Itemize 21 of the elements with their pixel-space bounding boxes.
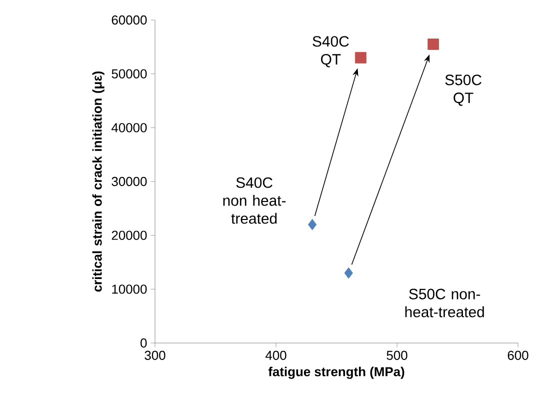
annotation: S50C QT	[445, 74, 482, 106]
y-tick-label: 10000	[112, 284, 147, 294]
annotation: S50C non-heat-treated	[405, 288, 484, 318]
y-tick-label: 0	[140, 338, 147, 348]
point	[308, 218, 317, 230]
y-tick-label: 60000	[112, 15, 147, 25]
x-axis-title: fatigue strength (MPa)	[268, 366, 404, 379]
point	[344, 267, 353, 279]
x-tick-label: 400	[265, 350, 286, 360]
point	[428, 38, 439, 50]
point	[355, 52, 366, 64]
annotation: S40C QT	[312, 36, 349, 68]
y-tick-label: 20000	[112, 230, 147, 240]
annotation: S40C non heat-treated	[223, 177, 286, 224]
x-tick-label: 600	[508, 350, 528, 360]
y-tick-label: 30000	[112, 176, 147, 186]
y-tick-label: 40000	[112, 123, 147, 132]
x-tick-label: 500	[386, 350, 408, 360]
y-tick-label: 50000	[112, 69, 147, 78]
y-axis-title: critical strain of crack initiation (με)	[92, 71, 104, 292]
x-tick-label: 300	[144, 350, 166, 360]
